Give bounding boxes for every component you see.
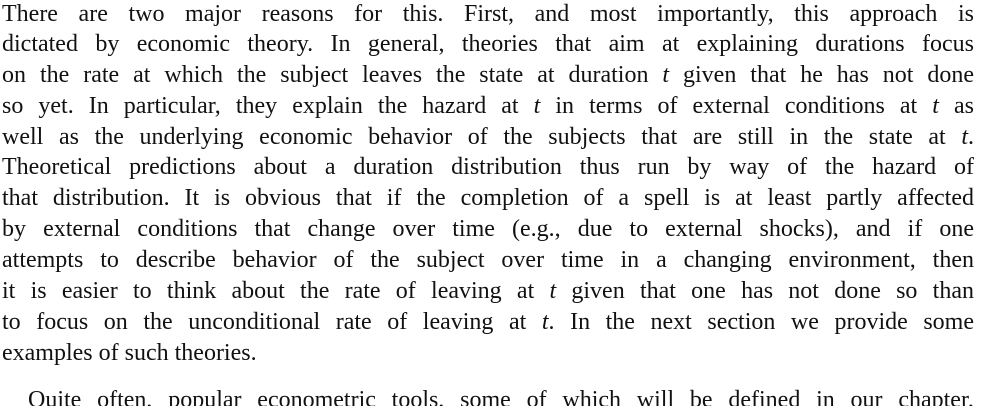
math-variable: t bbox=[961, 124, 968, 150]
text-line-11: to focus on the unconditional rate of le… bbox=[2, 309, 974, 335]
text-line-3: on the rate at which the subject leaves … bbox=[2, 62, 974, 88]
text-line-10: it is easier to think about the rate of … bbox=[2, 278, 974, 304]
text-line-8: by external conditions that change over … bbox=[2, 216, 974, 242]
text-line-9: attempts to describe behavior of the sub… bbox=[2, 247, 974, 273]
text-line-4: so yet. In particular, they explain the … bbox=[2, 93, 974, 119]
text-line-5: well as the underlying economic behavior… bbox=[2, 124, 974, 150]
math-variable: t bbox=[533, 93, 541, 119]
math-variable: t bbox=[549, 278, 557, 304]
text-line-1: There are two major reasons for this. Fi… bbox=[2, 1, 974, 27]
text-line-2: dictated by economic theory. In general,… bbox=[2, 31, 974, 57]
math-variable: t bbox=[662, 62, 670, 88]
math-variable: t bbox=[541, 309, 549, 335]
math-variable: t bbox=[932, 93, 939, 119]
text-line-7: that distribution. It is obvious that if… bbox=[2, 185, 974, 211]
text-line-12: examples of such theories. bbox=[2, 340, 257, 366]
text-line-6: Theoretical predictions about a duration… bbox=[2, 154, 974, 180]
text-line-13-partial: Quite often, popular econometric tools, … bbox=[28, 387, 974, 406]
